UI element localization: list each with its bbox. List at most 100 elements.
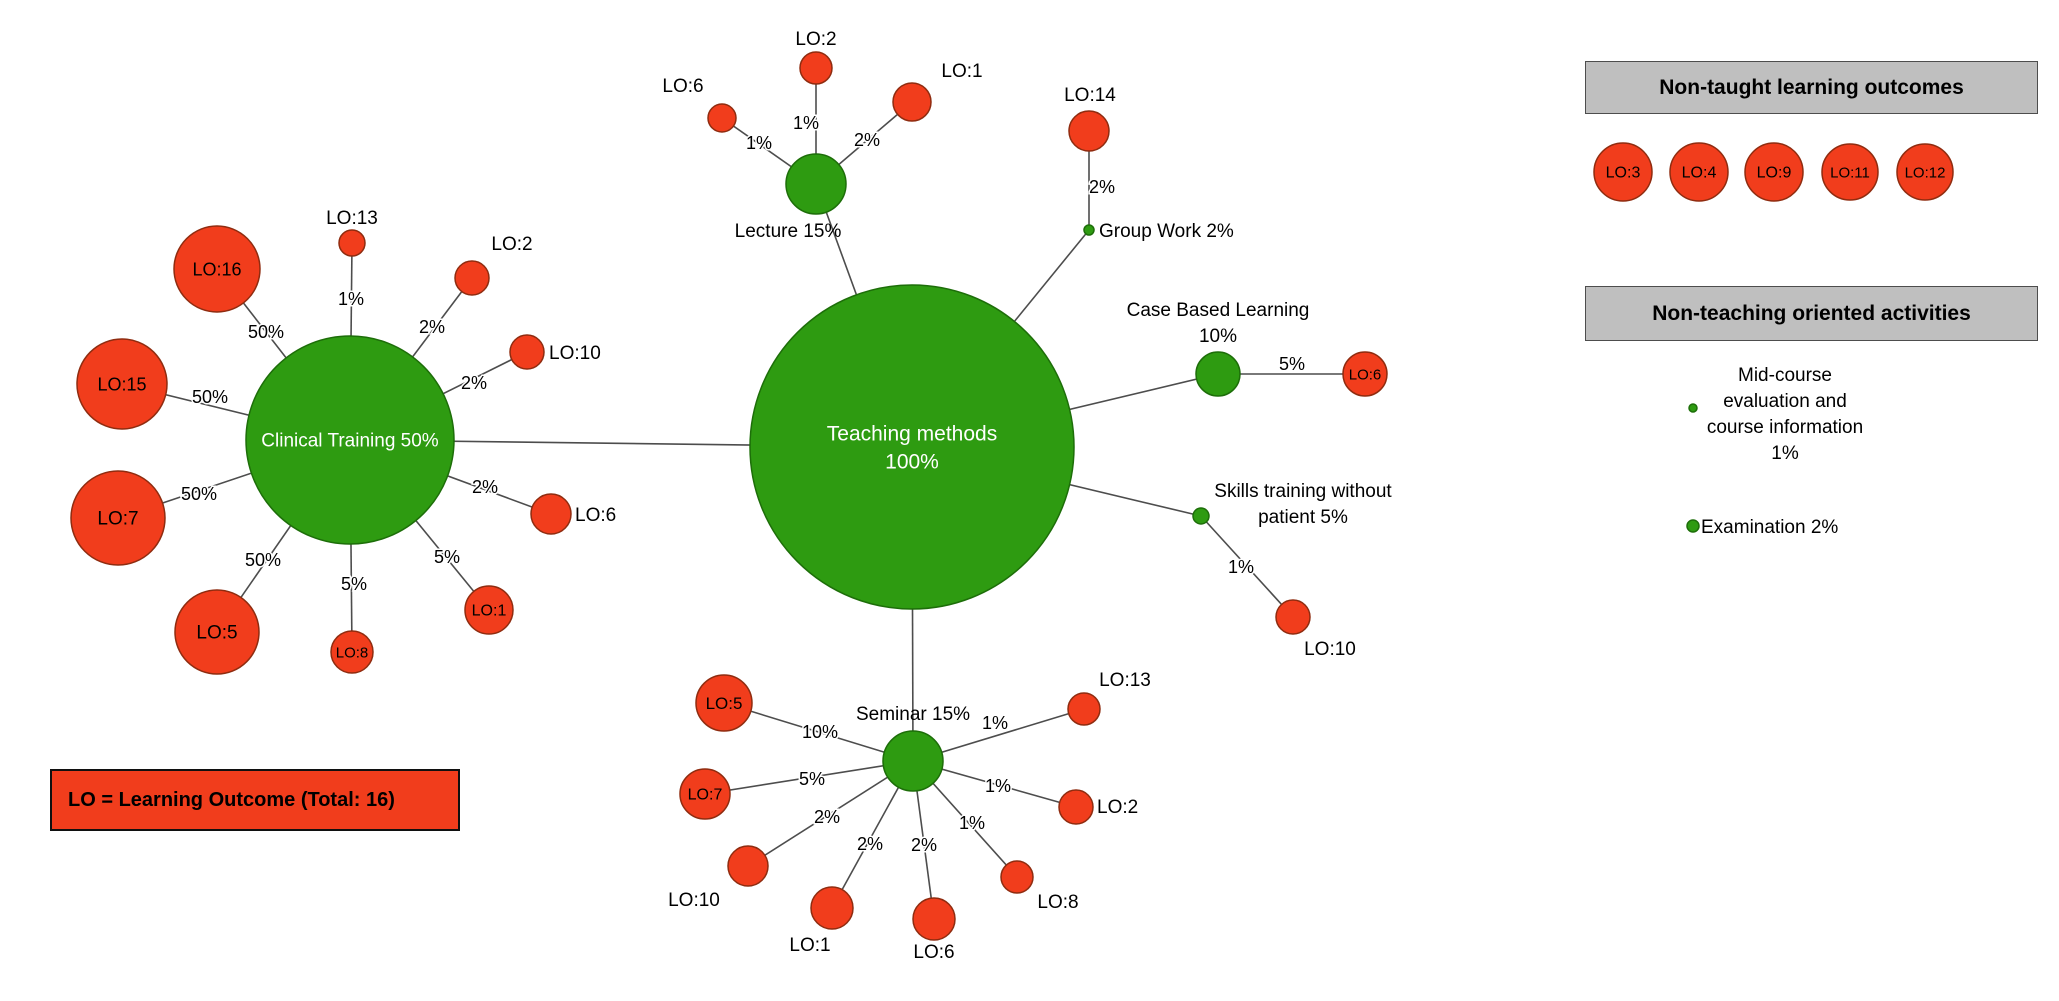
node-c5 xyxy=(174,589,260,675)
node-label-c2: LO:2 xyxy=(491,234,532,255)
node-label-c1: LO:1 xyxy=(472,603,507,620)
node-label-c7: LO:7 xyxy=(97,509,138,530)
node-label-lecture: Lecture 15% xyxy=(735,221,842,242)
node-label-k10: LO:10 xyxy=(1304,639,1356,660)
node-label-s6: LO:6 xyxy=(913,942,954,963)
edge-weight-label: 2% xyxy=(461,373,487,393)
node-b6 xyxy=(1342,351,1388,397)
node-label-l6: LO:6 xyxy=(662,76,703,97)
edge-weight-label: 50% xyxy=(248,322,284,342)
node-label-p11: LO:11 xyxy=(1830,164,1870,181)
edge-weight-label: 1% xyxy=(1228,557,1254,577)
non-teaching-oriented-activities-header: Non-teaching oriented activities xyxy=(1585,286,2038,341)
node-label-s10: LO:10 xyxy=(668,890,720,911)
node-midcourse xyxy=(1688,403,1698,413)
node-p12 xyxy=(1896,143,1954,201)
node-c10 xyxy=(509,334,545,370)
edge-weight-label: 10% xyxy=(802,722,838,742)
edge-weight-label: 2% xyxy=(814,807,840,827)
node-c2 xyxy=(454,260,490,296)
node-c6 xyxy=(530,493,572,535)
edge-seminar-s7 xyxy=(704,760,914,795)
node-g14 xyxy=(1068,110,1110,152)
node-groupwork xyxy=(1083,224,1095,236)
node-s5 xyxy=(695,674,753,732)
edge-seminar-s10 xyxy=(747,760,914,867)
edge-weight-label: 5% xyxy=(799,769,825,789)
node-lecture xyxy=(785,153,847,215)
node-c13 xyxy=(338,229,366,257)
node-p3 xyxy=(1593,142,1653,202)
node-label-skills: Skills training without patient 5% xyxy=(1214,481,1392,528)
node-clinical xyxy=(245,335,455,545)
node-skills xyxy=(1192,507,1210,525)
node-l1 xyxy=(892,82,932,122)
node-label-s5: LO:5 xyxy=(706,694,743,713)
node-l2 xyxy=(799,51,833,85)
node-label-p4: LO:4 xyxy=(1682,165,1717,182)
node-label-l1: LO:1 xyxy=(941,61,982,82)
edge-weight-label: 1% xyxy=(793,113,819,133)
node-s1 xyxy=(810,886,854,930)
node-s8 xyxy=(1000,860,1034,894)
node-label-c16: LO:16 xyxy=(192,259,241,279)
edge-weight-label: 5% xyxy=(434,547,460,567)
node-s10 xyxy=(727,845,769,887)
node-exam xyxy=(1686,519,1700,533)
node-c15 xyxy=(76,338,168,430)
node-label-c10: LO:10 xyxy=(549,343,601,364)
edge-weight-label: 1% xyxy=(982,713,1008,733)
node-label-s2: LO:2 xyxy=(1097,797,1138,818)
node-c16 xyxy=(173,225,261,313)
node-label-b6: LO:6 xyxy=(1349,366,1382,383)
edge-weight-label: 2% xyxy=(1089,177,1115,197)
edge-weight-label: 1% xyxy=(959,813,985,833)
edge-weight-label: 2% xyxy=(911,835,937,855)
node-cbl xyxy=(1195,351,1241,397)
edge-weight-label: 2% xyxy=(854,130,880,150)
edge-weight-label: 1% xyxy=(985,776,1011,796)
node-label-teaching: Teaching methods 100% xyxy=(827,422,997,473)
node-label-c15: LO:15 xyxy=(97,374,146,394)
non-taught-learning-outcomes-header: Non-taught learning outcomes xyxy=(1585,61,2038,114)
node-s13 xyxy=(1067,692,1101,726)
nodes-layer xyxy=(70,51,1954,941)
node-c8 xyxy=(330,630,374,674)
edge-weight-label: 5% xyxy=(341,574,367,594)
node-label-clinical: Clinical Training 50% xyxy=(261,431,439,452)
node-p4 xyxy=(1669,142,1729,202)
node-label-cbl: Case Based Learning 10% xyxy=(1127,300,1310,347)
node-label-s8: LO:8 xyxy=(1037,892,1078,913)
node-p11 xyxy=(1821,143,1879,201)
node-s7 xyxy=(679,768,731,820)
edge-skills-k10 xyxy=(1200,515,1294,618)
node-label-c8: LO:8 xyxy=(336,644,369,661)
node-label-seminar: Seminar 15% xyxy=(856,704,970,725)
node-label-g14: LO:14 xyxy=(1064,85,1116,106)
edge-weight-label: 1% xyxy=(338,289,364,309)
node-c7 xyxy=(70,470,166,566)
edge-seminar-s5 xyxy=(723,702,914,762)
node-label-c5: LO:5 xyxy=(196,623,237,644)
node-s6 xyxy=(912,897,956,941)
edge-weight-label: 2% xyxy=(419,317,445,337)
edge-weight-label: 2% xyxy=(472,477,498,497)
node-p9 xyxy=(1744,142,1804,202)
edge-weight-label: 50% xyxy=(192,387,228,407)
edge-weight-label: 5% xyxy=(1279,354,1305,374)
node-label-l2: LO:2 xyxy=(795,29,836,50)
node-label-c6: LO:6 xyxy=(575,505,616,526)
node-label-exam: Examination 2% xyxy=(1701,517,1838,538)
node-c1 xyxy=(464,585,514,635)
edge-weight-label: 50% xyxy=(181,484,217,504)
node-label-groupwork: Group Work 2% xyxy=(1099,221,1234,242)
edge-weight-label: 2% xyxy=(857,834,883,854)
node-label-s7: LO:7 xyxy=(688,787,723,804)
edge-weight-label: 50% xyxy=(245,550,281,570)
node-label-s13: LO:13 xyxy=(1099,670,1151,691)
node-seminar xyxy=(882,730,944,792)
node-label-c13: LO:13 xyxy=(326,208,378,229)
node-label-midcourse: Mid-course evaluation and course informati… xyxy=(1707,365,1863,464)
